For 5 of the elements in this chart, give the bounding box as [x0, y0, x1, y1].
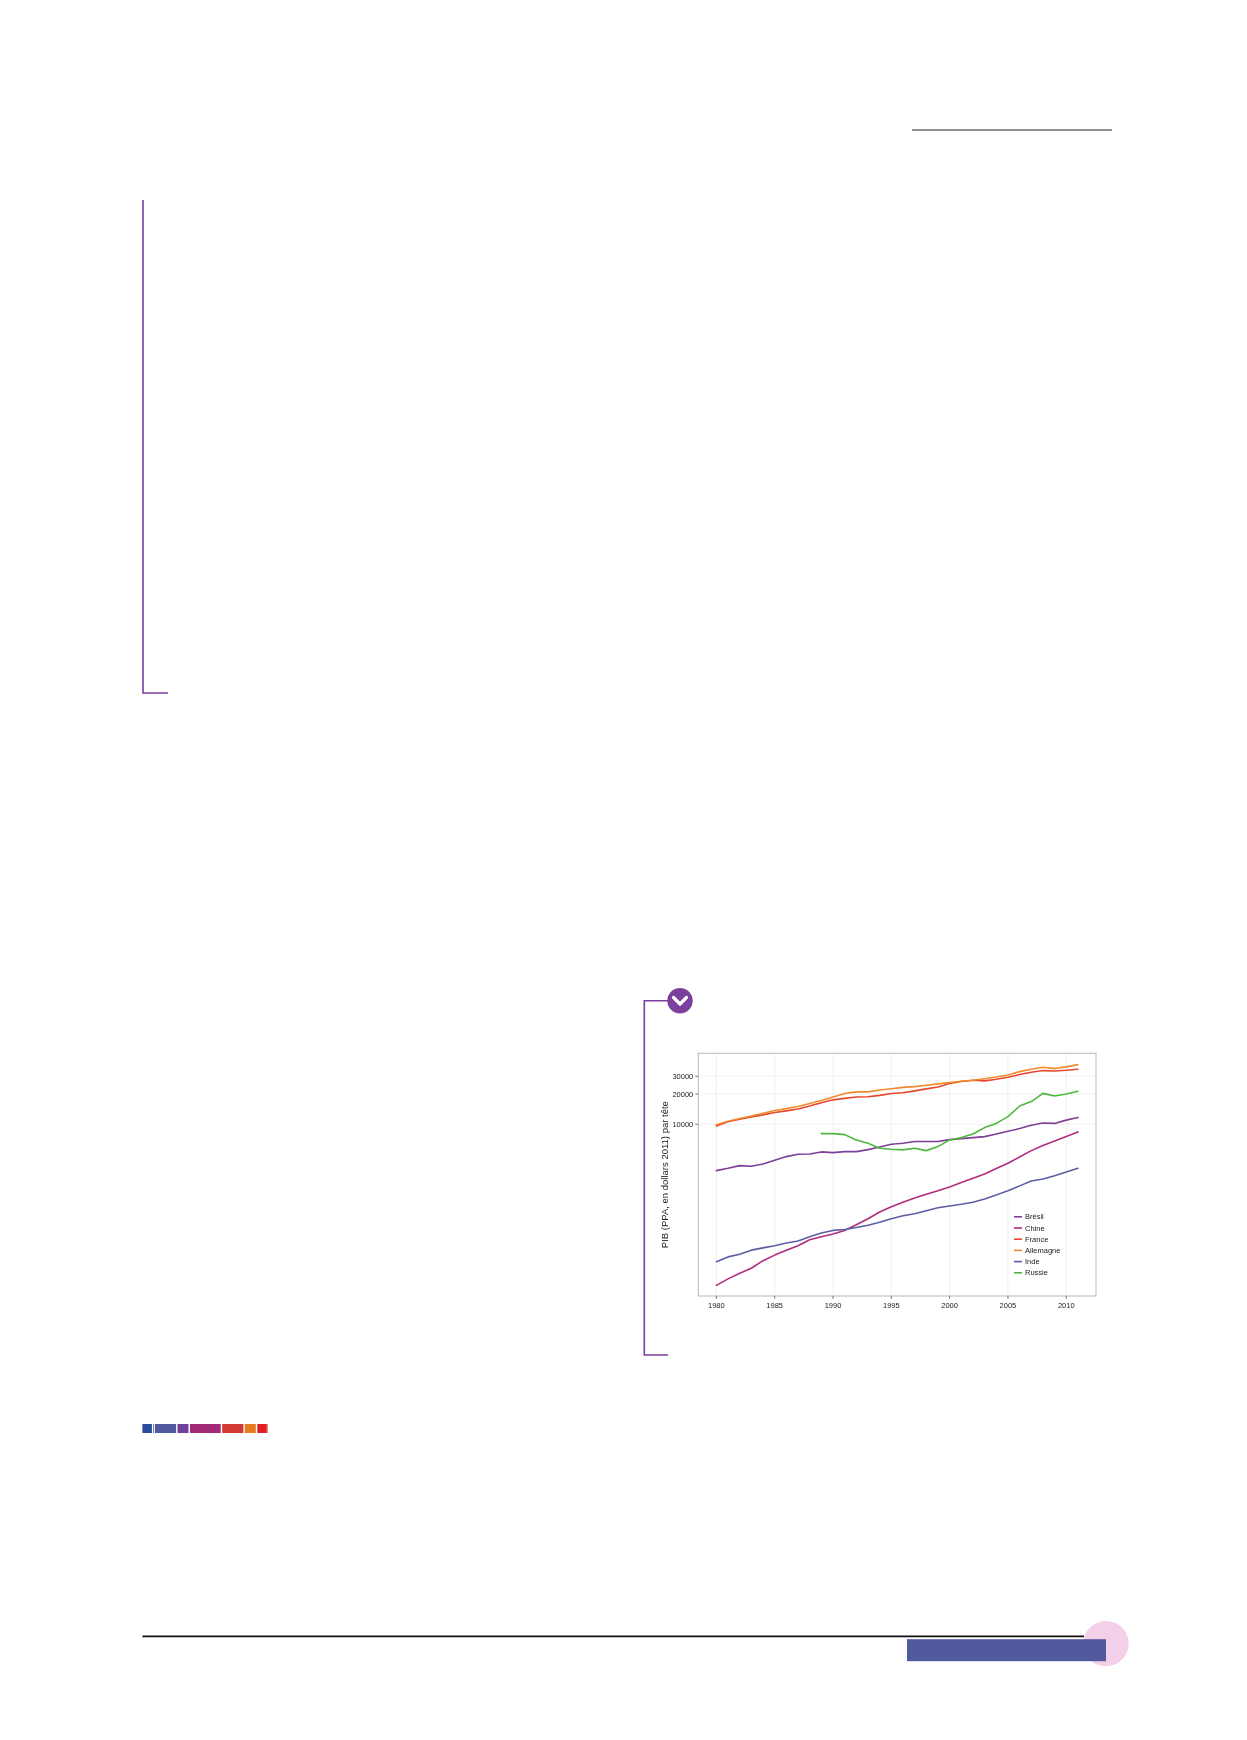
- line-series: [820, 1090, 1079, 1152]
- y-axis-title: PIB (PPA, en dollars 2011) par tête: [659, 1101, 671, 1249]
- line-series: [715, 1116, 1079, 1172]
- line-series: [715, 1167, 1079, 1263]
- line-series: [715, 1131, 1079, 1287]
